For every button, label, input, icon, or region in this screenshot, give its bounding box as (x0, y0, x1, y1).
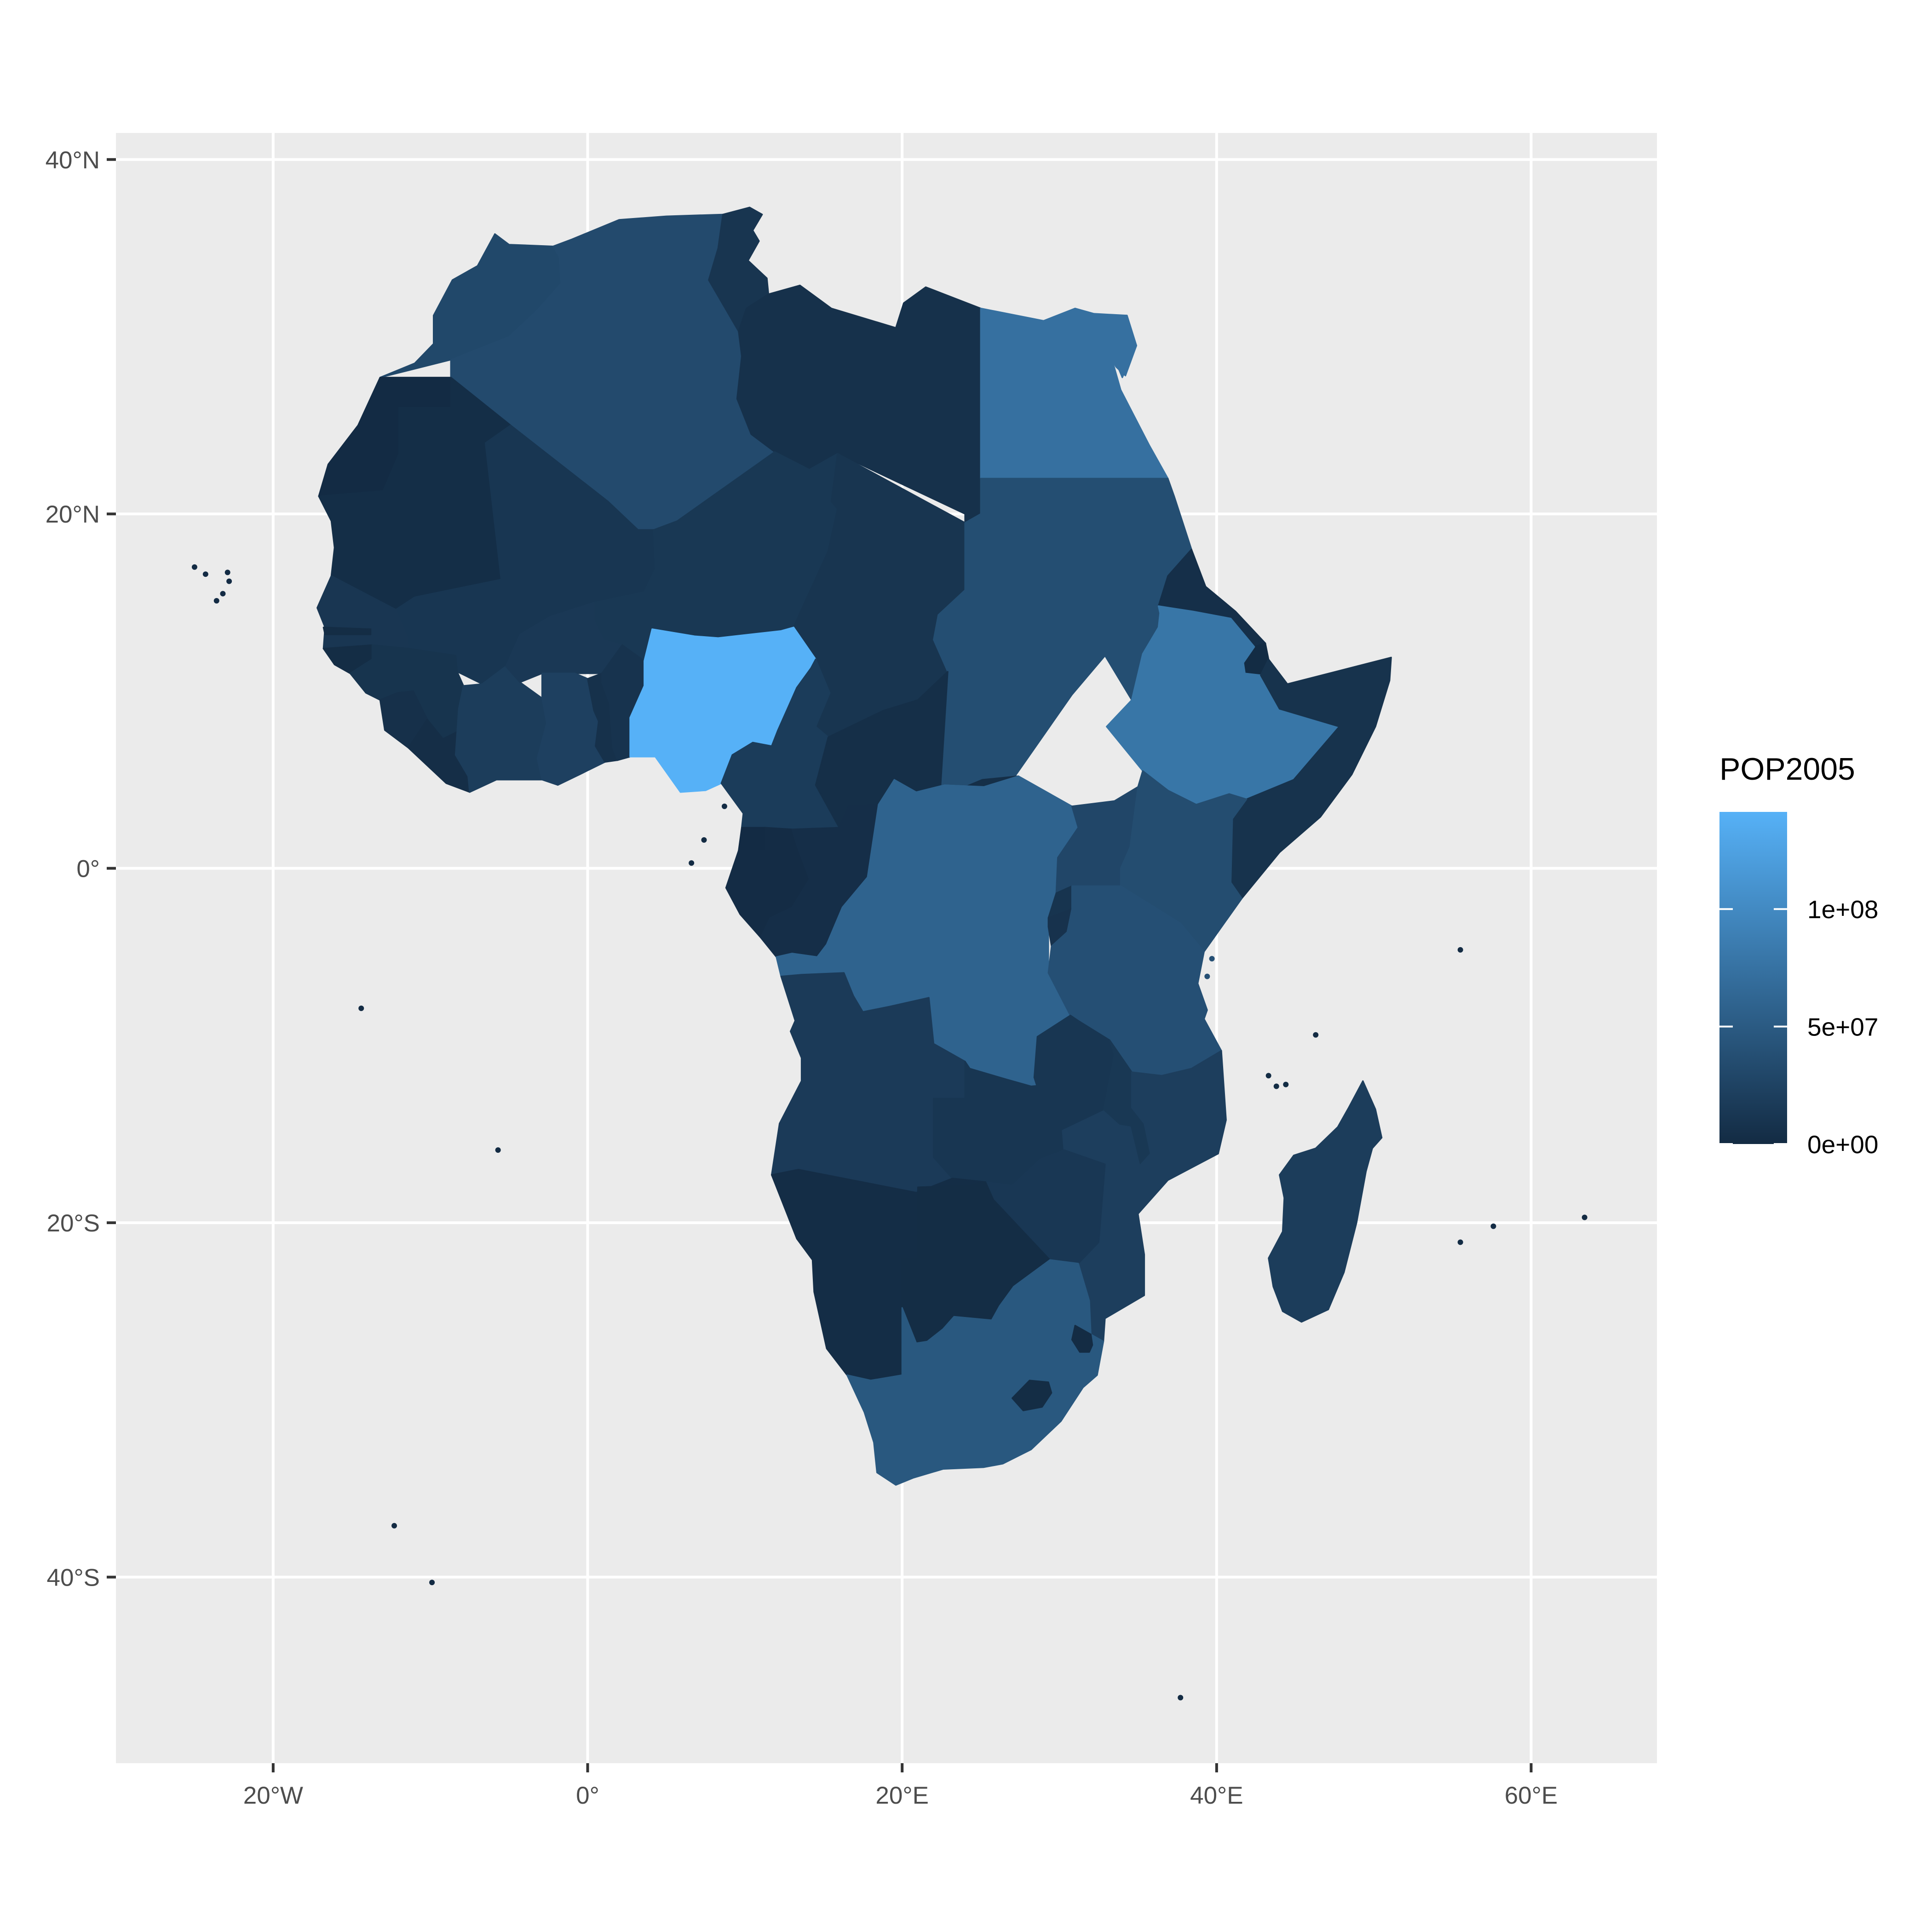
country-equatorial-guinea (738, 827, 766, 851)
country-swaziland (1071, 1325, 1093, 1353)
legend: POP2005 0e+00 5e+07 1e+08 (1719, 752, 1878, 1159)
country-burkina-faso (505, 602, 623, 683)
island-seychelles-1 (1313, 1032, 1319, 1038)
x-tick-label-3: 40°E (1190, 1782, 1243, 1809)
legend-label-2: 1e+08 (1807, 895, 1878, 924)
country-gambia (322, 627, 372, 635)
island-sao-tome-1 (701, 837, 707, 843)
island-cape-verde-1 (202, 571, 208, 577)
legend-title: POP2005 (1719, 752, 1855, 787)
island-seychelles-0 (1457, 947, 1463, 953)
legend-label-1: 5e+07 (1807, 1013, 1878, 1041)
legend-label-0: 0e+00 (1807, 1130, 1878, 1159)
island-saint-helena-2 (391, 1523, 397, 1529)
legend-colorbar (1719, 812, 1787, 1144)
country-madagascar (1268, 1080, 1383, 1323)
island-saint-helena-3 (429, 1580, 435, 1586)
island-saint-helena-0 (495, 1147, 501, 1153)
island-zanzibar-0 (1204, 973, 1210, 979)
island-cape-verde-4 (220, 591, 226, 597)
legend-ticks: 0e+00 5e+07 1e+08 (1719, 895, 1878, 1159)
x-tick-label-0: 20°W (243, 1782, 303, 1809)
island-comoros-2 (1273, 1083, 1279, 1089)
country-tunisia (708, 207, 770, 332)
x-tick-label-1: 0° (576, 1782, 599, 1809)
country-somalia (1230, 656, 1392, 899)
island-zanzibar-1 (1209, 956, 1215, 962)
y-tick-label-0: 40°N (46, 147, 100, 174)
island-cape-verde-0 (213, 598, 219, 604)
island-reunion-0 (1457, 1239, 1463, 1245)
island-rodrigues-0 (1581, 1214, 1587, 1220)
country-lesotho (1012, 1380, 1052, 1411)
island-comoros-0 (1265, 1073, 1271, 1079)
island-comoros-1 (1283, 1081, 1289, 1087)
country-polygons (191, 207, 1587, 1701)
island-cape-verde-3 (226, 578, 232, 584)
x-tick-label-2: 20°E (875, 1782, 929, 1809)
y-tick-label-2: 0° (76, 856, 100, 883)
y-tick-label-3: 20°S (47, 1210, 100, 1237)
island-saint-helena-1 (358, 1005, 364, 1011)
axes: 20°W 0° 20°E 40°E 60°E 40°N 20°N 0° 20°S 40°S (46, 147, 1558, 1809)
island-prince-edward-0 (1178, 1695, 1184, 1701)
y-tick-label-4: 40°S (47, 1564, 100, 1592)
island-mauritius-0 (1490, 1223, 1496, 1229)
country-sinai (1096, 315, 1137, 377)
y-tick-label-1: 20°N (46, 501, 100, 528)
x-tick-label-4: 60°E (1505, 1782, 1558, 1809)
island-cape-verde-2 (224, 569, 230, 575)
island-bioko-0 (721, 803, 727, 809)
island-sao-tome-0 (689, 860, 695, 866)
island-cape-verde-5 (191, 564, 197, 570)
